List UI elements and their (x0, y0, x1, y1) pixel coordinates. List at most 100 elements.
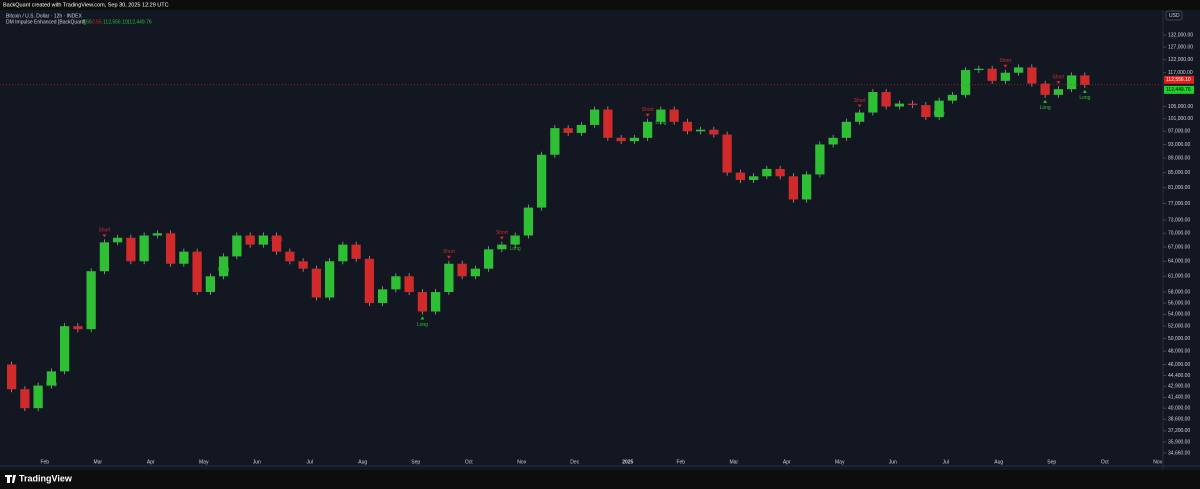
candle (974, 68, 984, 71)
y-tick-label: 89,000.00 (1168, 156, 1190, 162)
candle (682, 121, 693, 132)
y-tick-label: 37,200.00 (1168, 428, 1190, 434)
y-tick-label: 48,000.00 (1168, 349, 1190, 355)
y-tick-label: 70,000.00 (1168, 231, 1190, 237)
y-tick-label: 132,000.00 (1168, 32, 1193, 38)
candle (907, 103, 918, 106)
y-tick-label: 77,000.00 (1168, 201, 1190, 207)
signal-marker (1056, 81, 1061, 85)
candle (324, 261, 335, 298)
y-tick-label: 61,000.00 (1168, 274, 1190, 280)
candle (947, 94, 958, 101)
candle (762, 168, 772, 177)
signal-marker (513, 240, 518, 244)
candle (33, 385, 43, 409)
logo (5, 475, 16, 483)
candle (205, 276, 216, 293)
candle (868, 92, 878, 113)
signal-label: Short (642, 107, 655, 113)
signal-marker (658, 114, 663, 118)
candle (642, 121, 653, 138)
brand: TradingView (19, 473, 73, 483)
indicator-reading: 0.55 (92, 19, 102, 25)
price-tag (1164, 75, 1194, 84)
y-tick-label: 127,000.00 (1168, 44, 1193, 50)
signal-label: Long (510, 246, 521, 252)
candle (748, 176, 759, 181)
candle (112, 237, 123, 243)
x-tick-label: Oct (465, 459, 473, 465)
candle (801, 174, 812, 200)
candle (854, 112, 865, 122)
signal-marker (1082, 89, 1087, 93)
signal-marker (49, 376, 54, 380)
candle (894, 103, 905, 107)
candle (960, 70, 971, 95)
signal-marker (1043, 99, 1048, 103)
candle (165, 233, 176, 264)
candle (735, 172, 746, 181)
candle (576, 124, 587, 133)
candle (179, 251, 189, 264)
signal-label: Short (98, 228, 111, 234)
signal-label: Short (443, 249, 456, 255)
x-tick-label: Dec (570, 459, 579, 465)
candle (1080, 75, 1090, 85)
signal-marker (499, 236, 504, 240)
indicator-name: DM Impulse Enhanced [BackQuant] (6, 19, 86, 25)
y-tick-label: 52,000.00 (1168, 324, 1190, 330)
x-tick-label: Aug (994, 459, 1003, 465)
candle (351, 244, 361, 259)
candle (470, 268, 481, 277)
y-tick-label: 117,000.00 (1168, 70, 1193, 76)
signal-marker (102, 234, 107, 238)
candle (232, 235, 242, 257)
candle (391, 276, 401, 290)
x-tick-label: May (835, 459, 845, 465)
y-tick-label: 58,000.00 (1168, 289, 1190, 295)
candle (1066, 75, 1077, 90)
candle (86, 271, 96, 330)
x-tick-label: Jul (943, 459, 949, 465)
candle (152, 233, 163, 236)
candle (99, 242, 110, 272)
y-tick-label: 105,000.00 (1168, 104, 1193, 110)
currency-button[interactable] (1165, 10, 1183, 21)
y-tick-label: 46,000.00 (1168, 362, 1190, 368)
candle (271, 235, 282, 252)
candle (921, 105, 931, 118)
candle (73, 326, 83, 330)
candle (629, 137, 640, 142)
x-tick-label: Nov (1153, 459, 1162, 465)
y-tick-label: 41,400.00 (1168, 395, 1190, 401)
candle (1040, 83, 1050, 95)
candle (828, 137, 838, 145)
currency[interactable]: USD (1169, 13, 1180, 19)
x-tick-label: Feb (40, 459, 49, 465)
candle (550, 128, 560, 155)
y-tick-label: 122,000.00 (1168, 57, 1193, 63)
price-tag (1164, 85, 1194, 94)
candle (364, 258, 375, 304)
candle (934, 100, 944, 118)
candle (338, 244, 348, 262)
y-tick-label: 56,000.00 (1168, 300, 1190, 306)
signal-label: Short (271, 237, 284, 243)
y-tick-label: 35,900.00 (1168, 439, 1190, 445)
y-tick-label: 38,600.00 (1168, 417, 1190, 423)
y-tick-label: 97,000.00 (1168, 129, 1190, 135)
candle (563, 128, 573, 133)
candle (616, 137, 626, 142)
signal-label: Short (1052, 75, 1065, 81)
candle (417, 292, 428, 312)
x-tick-label: Apr (783, 459, 791, 465)
candle (218, 256, 229, 277)
signal-label: Long (655, 120, 666, 126)
price-label: 112,449.76 (1166, 87, 1191, 93)
y-tick-label: 73,000.00 (1168, 217, 1190, 223)
candle (589, 109, 600, 125)
y-tick-label: 54,000.00 (1168, 312, 1190, 318)
x-tick-label: Apr (147, 459, 155, 465)
signal-label: Long (417, 322, 428, 328)
candle (510, 235, 520, 245)
